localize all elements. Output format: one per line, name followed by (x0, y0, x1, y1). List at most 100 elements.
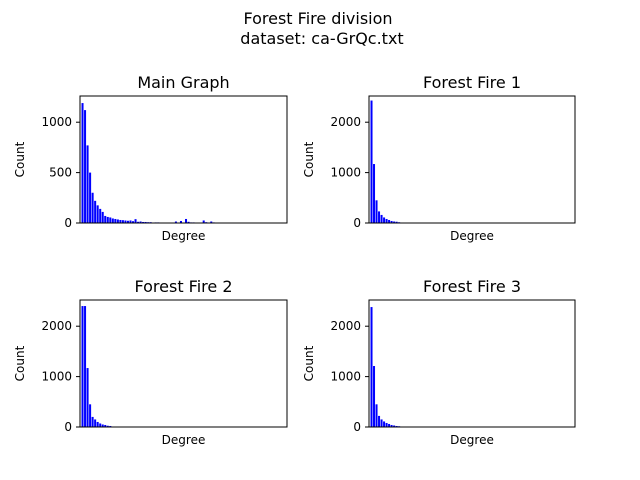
bar (202, 220, 205, 223)
subplot-title: Forest Fire 1 (423, 73, 521, 92)
bar (109, 217, 112, 223)
y-axis-label: Count (302, 345, 316, 381)
figure-title-line2: dataset: ca-GrQc.txt (240, 29, 403, 48)
bar (101, 211, 104, 223)
subplot-main-graph: 0 500 1000 Main Graph Degree Count (13, 73, 288, 243)
bar (84, 110, 87, 223)
y-tick-label: 1000 (41, 370, 72, 384)
bar (96, 421, 99, 427)
bar (86, 145, 89, 223)
bar (187, 221, 190, 223)
bar (121, 220, 124, 223)
x-axis-label: Degree (162, 433, 206, 447)
bar (84, 306, 87, 427)
plot-frame (79, 95, 288, 224)
bar (81, 103, 84, 223)
bar (104, 215, 107, 223)
y-tick-label: 0 (353, 216, 361, 230)
x-axis-label: Degree (450, 433, 494, 447)
y-tick-label: 0 (353, 420, 361, 434)
bar (91, 416, 94, 427)
bar (370, 100, 373, 223)
bar (86, 368, 89, 427)
y-tick-label: 0 (64, 420, 72, 434)
bar (385, 218, 388, 223)
bar (101, 424, 104, 427)
subplot-forest-fire-3: 0 1000 2000 Forest Fire 3 Degree Count (302, 277, 576, 447)
bar (134, 219, 137, 223)
bar (179, 220, 182, 223)
bar (137, 221, 140, 223)
bar (378, 211, 381, 223)
x-axis-label: Degree (162, 229, 206, 243)
y-tick-label: 2000 (41, 319, 72, 333)
bar (373, 366, 376, 427)
subplot-title: Forest Fire 2 (134, 277, 232, 296)
bar (106, 425, 109, 427)
bar (395, 221, 398, 223)
bar (99, 423, 102, 427)
bar (81, 306, 84, 427)
bar (129, 220, 132, 223)
bar (142, 221, 145, 223)
bar (99, 208, 102, 223)
bar (139, 221, 142, 223)
y-axis-label: Count (13, 345, 27, 381)
bar (390, 424, 393, 427)
subplot-forest-fire-1: 0 1000 2000 Forest Fire 1 Degree Count (302, 73, 576, 243)
plot-frame (79, 299, 288, 428)
bar (370, 307, 373, 427)
bar (385, 422, 388, 427)
bar (393, 425, 396, 427)
y-tick-label: 1000 (41, 115, 72, 129)
bar (144, 221, 147, 223)
bar (89, 172, 92, 223)
bar (109, 425, 112, 427)
y-tick-label: 2000 (330, 319, 361, 333)
bar (388, 423, 391, 427)
bar (119, 219, 122, 223)
bar (91, 192, 94, 223)
bar (373, 164, 376, 223)
bar (383, 421, 386, 427)
y-tick-label: 500 (49, 166, 72, 180)
bar (126, 220, 129, 223)
figure-title-line1: Forest Fire division (243, 9, 392, 28)
y-tick-label: 0 (64, 216, 72, 230)
bar (388, 219, 391, 223)
subplot-title: Main Graph (137, 73, 229, 92)
bar (174, 221, 177, 223)
y-tick-label: 1000 (330, 166, 361, 180)
bar (114, 218, 117, 223)
bar (393, 221, 396, 223)
y-axis-label: Count (13, 141, 27, 177)
bar (124, 220, 127, 223)
bar (395, 425, 398, 427)
bar (94, 419, 97, 427)
bar (111, 218, 114, 223)
x-axis-label: Degree (450, 229, 494, 243)
bar (380, 419, 383, 427)
plot-frame (368, 95, 576, 224)
bar (375, 404, 378, 427)
bar (390, 220, 393, 223)
bar (94, 200, 97, 223)
subplot-title: Forest Fire 3 (423, 277, 521, 296)
bar (96, 205, 99, 223)
plot-frame (368, 299, 576, 428)
y-axis-label: Count (302, 141, 316, 177)
y-tick-label: 2000 (330, 115, 361, 129)
bar (210, 221, 213, 223)
bar (383, 217, 386, 223)
bar (116, 219, 119, 223)
bar (380, 214, 383, 223)
subplot-forest-fire-2: 0 1000 2000 Forest Fire 2 Degree Count (13, 277, 288, 447)
bar (132, 221, 135, 223)
bar (375, 200, 378, 223)
bar (378, 415, 381, 427)
y-tick-label: 1000 (330, 370, 361, 384)
bar (104, 424, 107, 427)
bar (106, 216, 109, 223)
bar (89, 404, 92, 427)
